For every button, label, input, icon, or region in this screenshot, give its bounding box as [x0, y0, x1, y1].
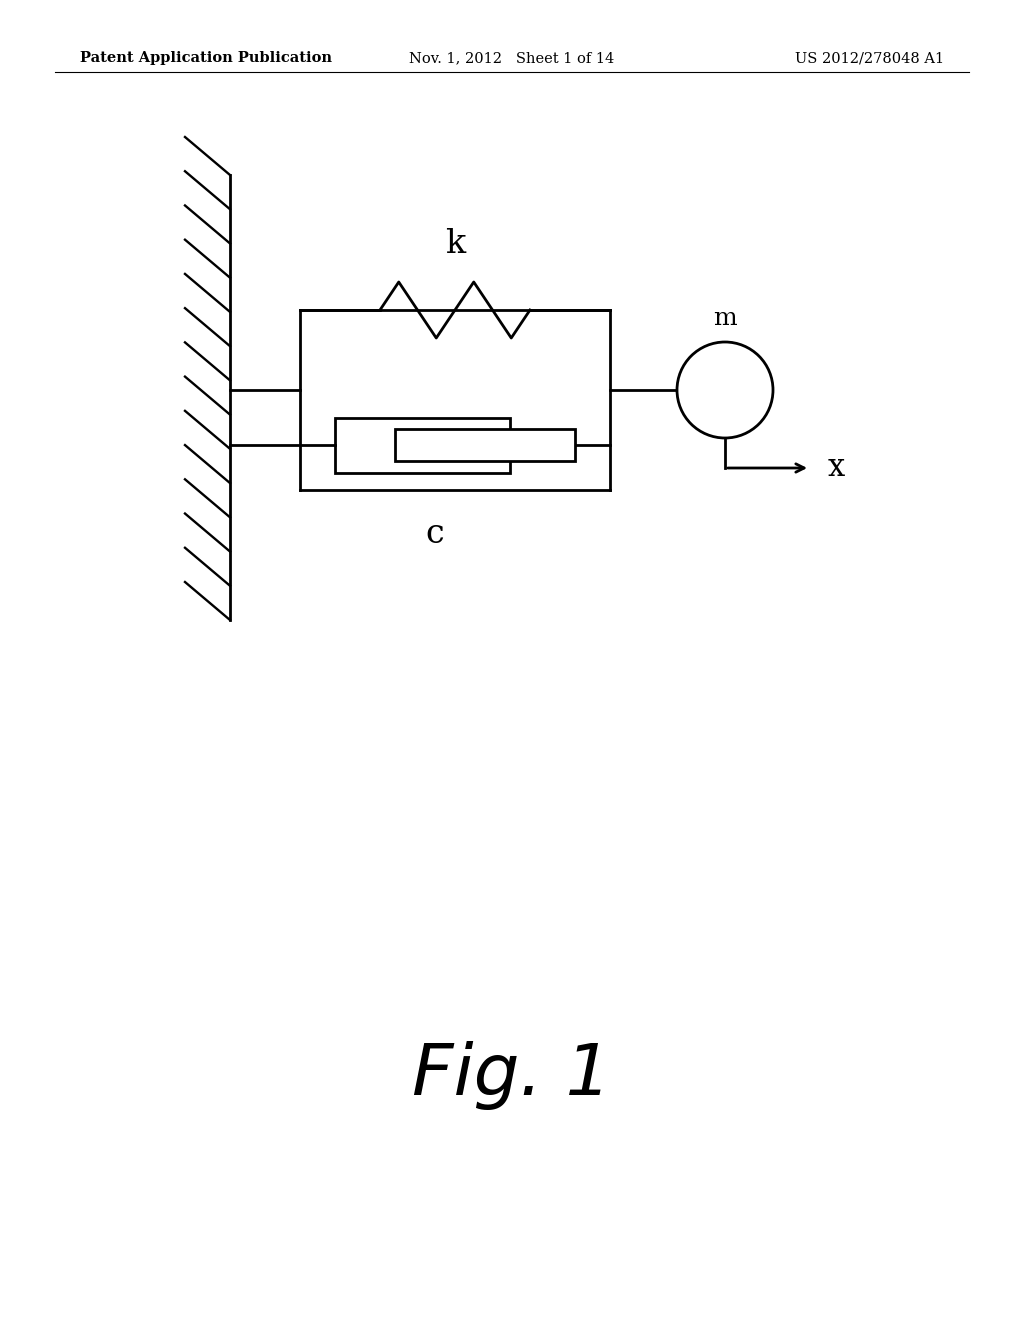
- Text: Nov. 1, 2012   Sheet 1 of 14: Nov. 1, 2012 Sheet 1 of 14: [410, 51, 614, 65]
- Bar: [395, 429, 575, 461]
- Bar: [335, 417, 510, 473]
- Text: k: k: [445, 228, 465, 260]
- Circle shape: [677, 342, 773, 438]
- Text: c: c: [426, 517, 444, 550]
- Text: x: x: [828, 453, 845, 483]
- Text: m: m: [713, 308, 737, 330]
- Text: Fig. 1: Fig. 1: [413, 1040, 611, 1110]
- Text: Patent Application Publication: Patent Application Publication: [80, 51, 332, 65]
- Text: US 2012/278048 A1: US 2012/278048 A1: [795, 51, 944, 65]
